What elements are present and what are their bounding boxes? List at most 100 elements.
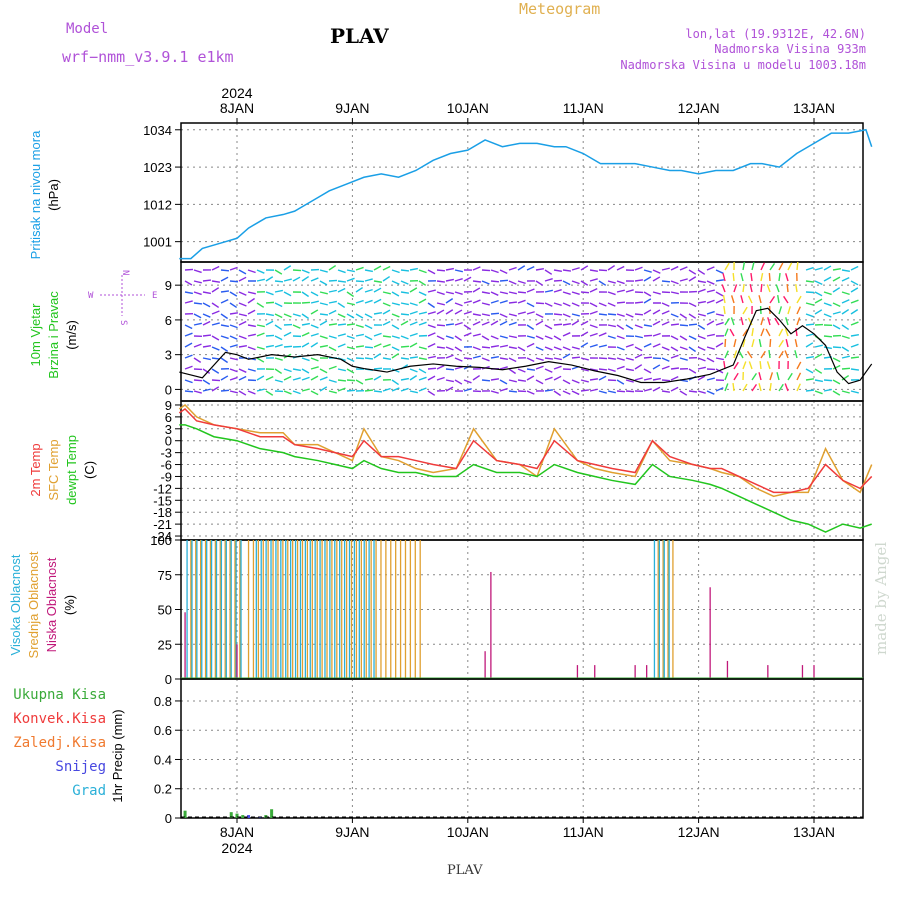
wind-barb: [544, 335, 553, 340]
wind-barb: [535, 267, 545, 271]
dewpt-temp-line: [179, 424, 872, 533]
wind-barb: [625, 324, 634, 330]
wind-barb: [832, 364, 841, 370]
wind-barb: [481, 291, 490, 295]
wind-barb: [607, 313, 617, 316]
wind-barb: [391, 280, 400, 285]
wind-barb: [454, 357, 463, 362]
wind-barb: [364, 389, 374, 392]
wind-barb: [463, 379, 472, 384]
wind-barb: [508, 368, 517, 375]
wind-barb: [229, 302, 238, 309]
wind-barb: [589, 310, 598, 315]
wind-barb: [832, 357, 841, 363]
wind-barb: [499, 269, 508, 275]
wind-barb: [535, 357, 544, 361]
wind-barb: [775, 284, 780, 293]
wind-barb: [418, 376, 427, 381]
wind-barb: [454, 302, 463, 307]
wind-barb: [616, 280, 625, 285]
wind-barb: [643, 343, 652, 348]
wind-barb: [526, 390, 535, 395]
wind-barb: [229, 280, 239, 283]
wind-barb: [436, 324, 446, 327]
wind-barb: [274, 335, 283, 341]
wind-barb: [814, 298, 823, 304]
wind-barb: [661, 379, 671, 382]
wind-barb: [688, 269, 697, 275]
wind-barb: [785, 273, 789, 282]
y-axis-label: Pritisak na nivou mora: [28, 130, 43, 259]
wind-barb: [256, 357, 265, 363]
panel-frame: [180, 400, 864, 541]
wind-barb: [337, 387, 346, 392]
t2m-temp-line: [178, 407, 873, 494]
wind-barb: [337, 313, 346, 318]
wind-barb: [598, 302, 607, 307]
wind-barb: [643, 309, 652, 315]
y-axis-label: Brzina i Pravac: [46, 291, 61, 379]
wind-barb: [499, 299, 508, 304]
wind-barb: [796, 372, 802, 381]
wind-barb: [589, 324, 598, 329]
wind-barb: [616, 324, 625, 330]
wind-barb: [355, 280, 365, 283]
wind-barb: [283, 265, 292, 271]
wind-barb: [427, 390, 436, 396]
wind-barb: [346, 357, 355, 363]
wind-barb: [517, 299, 526, 304]
wind-barb: [256, 269, 265, 274]
wind-barb: [706, 289, 715, 293]
wind-barb: [607, 264, 616, 271]
wind-barb: [535, 302, 545, 305]
wind-barb: [841, 355, 850, 359]
wind-barb: [310, 342, 319, 348]
wind-barb: [841, 299, 850, 304]
wind-barb: [787, 306, 791, 315]
wind-barb: [445, 309, 454, 315]
wind-barb: [643, 291, 652, 297]
wind-barb: [481, 346, 491, 349]
wind-barb: [544, 357, 554, 360]
wind-barb: [580, 280, 589, 286]
wind-barb: [247, 269, 256, 274]
wind-barb: [730, 295, 735, 304]
wind-barb: [301, 291, 310, 298]
wind-barb: [784, 350, 789, 359]
wind-barb: [211, 280, 221, 283]
wind-barb: [724, 338, 727, 348]
y-axis-label: (m/s): [64, 320, 79, 350]
wind-barb: [301, 342, 310, 348]
wind-barb: [355, 313, 364, 319]
wind-barb: [454, 346, 463, 352]
wind-barb: [409, 368, 418, 373]
wind-barb: [508, 313, 517, 317]
wind-barb: [400, 269, 410, 272]
wind-barb: [778, 328, 784, 337]
wind-barb: [400, 387, 409, 392]
wind-barb: [679, 266, 688, 271]
wind-barb: [796, 295, 802, 304]
wind-barb: [391, 269, 400, 274]
wind-barb: [355, 266, 364, 271]
wind-barb: [768, 272, 771, 282]
wind-barb: [310, 309, 319, 315]
wind-barb: [274, 324, 283, 331]
wind-barb: [562, 353, 571, 359]
wind-barb: [499, 387, 508, 392]
wind-barb: [760, 328, 765, 337]
top-date-label: 12JAN: [678, 100, 720, 116]
wind-barb: [229, 335, 238, 340]
wind-barb: [490, 269, 499, 274]
wind-barb: [418, 298, 427, 304]
compass-e: E: [152, 291, 157, 301]
wind-barb: [535, 346, 544, 351]
wind-barb: [769, 338, 772, 348]
wind-barb: [760, 350, 766, 359]
wind-barb: [715, 357, 724, 361]
compass-rose: W E N S: [88, 270, 157, 325]
wind-barb: [400, 377, 409, 381]
top-date-label: 8JAN: [220, 100, 254, 116]
wind-barb: [625, 379, 634, 383]
